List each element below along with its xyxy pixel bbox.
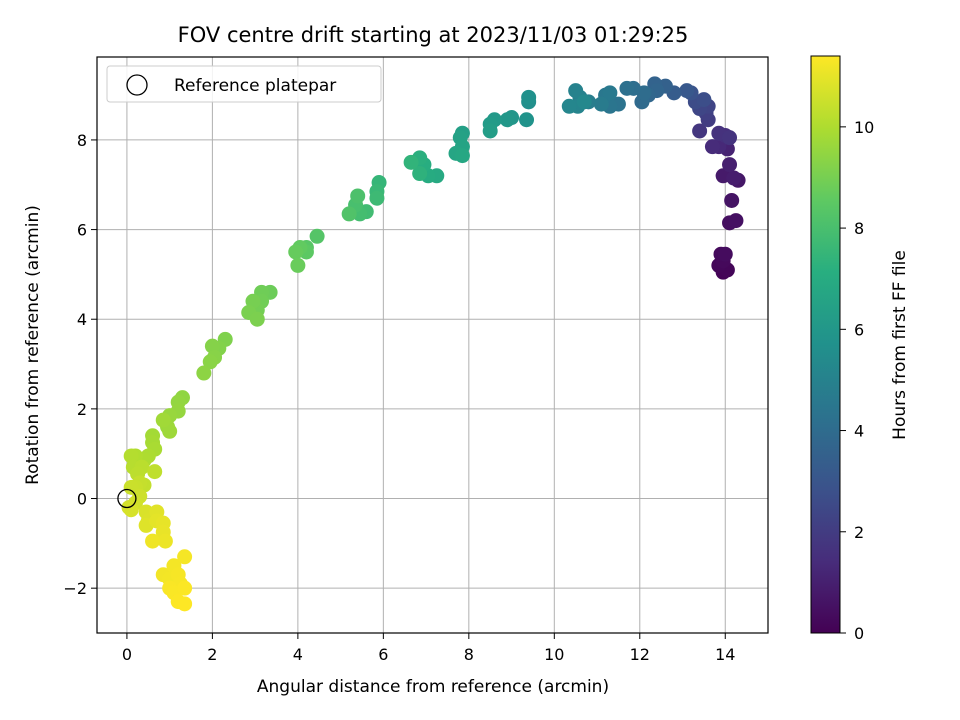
y-tick-label: 2 [77,400,87,419]
x-axis-label: Angular distance from reference (arcmin) [257,677,609,697]
y-axis-ticks: −2 0 2 4 6 8 [63,131,97,598]
x-tick-label: 2 [207,645,217,664]
data-point [726,170,742,186]
data-point [309,228,325,244]
data-point [696,92,712,108]
data-point [521,89,537,105]
data-point [177,580,193,596]
grid-lines [97,57,768,633]
plot-frame [96,56,769,634]
data-point [177,549,193,565]
data-point [717,246,733,262]
data-point [196,365,212,381]
data-points [121,76,746,612]
data-point [679,83,695,99]
data-point [177,596,193,612]
data-point [249,311,265,327]
data-point [561,98,577,114]
colorbar-tick-label: 0 [854,624,864,643]
x-tick-label: 0 [122,645,132,664]
data-point [412,166,428,182]
y-tick-label: 8 [77,131,87,150]
colorbar-ticks: 0 2 4 6 8 10 [840,118,874,643]
y-tick-label: 6 [77,221,87,240]
colorbar-gradient [810,55,841,634]
data-point [722,130,738,146]
data-point [519,112,535,128]
data-point [123,502,139,518]
x-tick-label: 8 [464,645,474,664]
data-point [341,206,357,222]
data-point [202,354,218,370]
data-point [369,190,385,206]
data-point [157,533,173,549]
data-point [288,244,304,260]
data-point [568,83,584,99]
y-tick-label: 0 [77,490,87,509]
data-point [722,157,738,173]
x-tick-label: 6 [378,645,388,664]
data-point [692,123,708,139]
x-tick-label: 4 [293,645,303,664]
data-point [728,213,744,229]
colorbar-tick-label: 6 [854,320,864,339]
data-point [593,96,609,112]
reference-marker [117,488,137,509]
data-point [499,112,515,128]
colorbar: 0 2 4 6 8 10 Hours from first FF file [810,55,910,643]
data-point [724,192,740,208]
legend-box [106,65,382,103]
data-point [290,257,306,273]
y-tick-label: −2 [63,579,87,598]
x-tick-label: 14 [715,645,735,664]
data-point [350,188,366,204]
data-point [482,123,498,139]
data-point [619,80,635,96]
y-axis-label: Rotation from reference (arcmin) [23,205,43,485]
colorbar-label: Hours from first FF file [890,250,910,440]
x-tick-label: 12 [630,645,650,664]
data-point [155,412,171,428]
colorbar-tick-label: 8 [854,219,864,238]
data-point [576,94,592,110]
data-point [123,448,139,464]
legend-marker-icon [126,74,148,96]
data-point [145,533,161,549]
data-point [602,85,618,101]
data-point [403,154,419,170]
x-axis-ticks: 0 2 4 6 8 10 12 14 [122,633,735,664]
data-point [204,338,220,354]
legend-entry: Reference platepar [174,76,336,96]
data-point [147,464,163,480]
data-point [454,148,470,164]
colorbar-tick-label: 2 [854,523,864,542]
data-point [162,423,178,439]
x-tick-label: 10 [544,645,564,664]
data-point [704,139,720,155]
colorbar-tick-label: 10 [854,118,874,137]
y-tick-label: 4 [77,310,87,329]
chart-title: FOV centre drift starting at 2023/11/03 … [178,23,689,47]
legend: Reference platepar [106,65,382,103]
colorbar-tick-label: 4 [854,422,864,441]
